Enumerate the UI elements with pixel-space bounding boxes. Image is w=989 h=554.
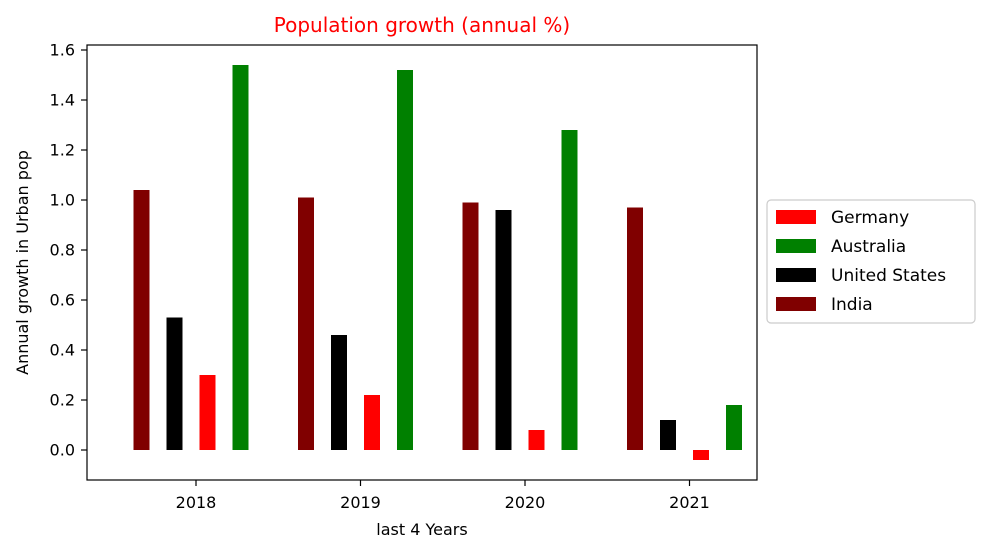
bar-united-states-2021 [660,420,676,450]
bar-india-2020 [462,202,479,450]
x-tick-label: 2021 [669,493,710,512]
bar-australia-2020 [561,130,578,450]
y-axis-label: Annual growth in Urban pop [13,150,32,375]
bar-germany-2021 [693,450,709,460]
bar-united-states-2019 [331,335,347,450]
x-tick-label: 2020 [505,493,546,512]
bar-india-2019 [298,197,314,450]
bar-australia-2018 [232,65,249,450]
legend: Germany Australia United States India [766,199,976,324]
legend-swatch-germany [776,210,816,224]
y-tick-label: 0.4 [50,341,75,360]
legend-label-united-states: United States [831,266,946,286]
bar-germany-2018 [199,375,216,450]
bar-united-states-2018 [166,317,183,450]
bar-australia-2019 [397,70,413,450]
legend-swatch-united-states [776,268,816,282]
y-tick-label: 0.2 [50,391,75,410]
legend-box [766,199,976,324]
y-tick-label: 0.0 [50,441,75,460]
y-tick-label: 1.6 [50,41,75,60]
bar-germany-2019 [364,395,380,450]
legend-label-india: India [831,295,873,315]
bars-layer [133,65,742,460]
legend-swatch-india [776,297,816,311]
x-axis-label: last 4 Years [376,520,467,539]
bar-india-2018 [133,190,150,450]
legend-label-australia: Australia [831,237,906,257]
x-axis: 2018 2019 2020 2021 [176,480,710,512]
legend-swatch-australia [776,239,816,253]
y-tick-label: 1.0 [50,191,75,210]
bar-australia-2021 [726,405,742,450]
x-tick-label: 2018 [176,493,217,512]
bar-germany-2020 [528,430,545,450]
y-axis: 0.0 0.2 0.4 0.6 0.8 1.0 1.2 1.4 1.6 [50,41,87,460]
y-tick-label: 1.2 [50,141,75,160]
chart-title: Population growth (annual %) [274,13,570,37]
bar-united-states-2020 [495,210,512,450]
y-tick-label: 0.8 [50,241,75,260]
x-tick-label: 2019 [340,493,381,512]
plot-area-frame [86,44,758,481]
bar-india-2021 [627,207,643,450]
y-tick-label: 1.4 [50,91,75,110]
y-tick-label: 0.6 [50,291,75,310]
legend-label-germany: Germany [831,208,909,228]
